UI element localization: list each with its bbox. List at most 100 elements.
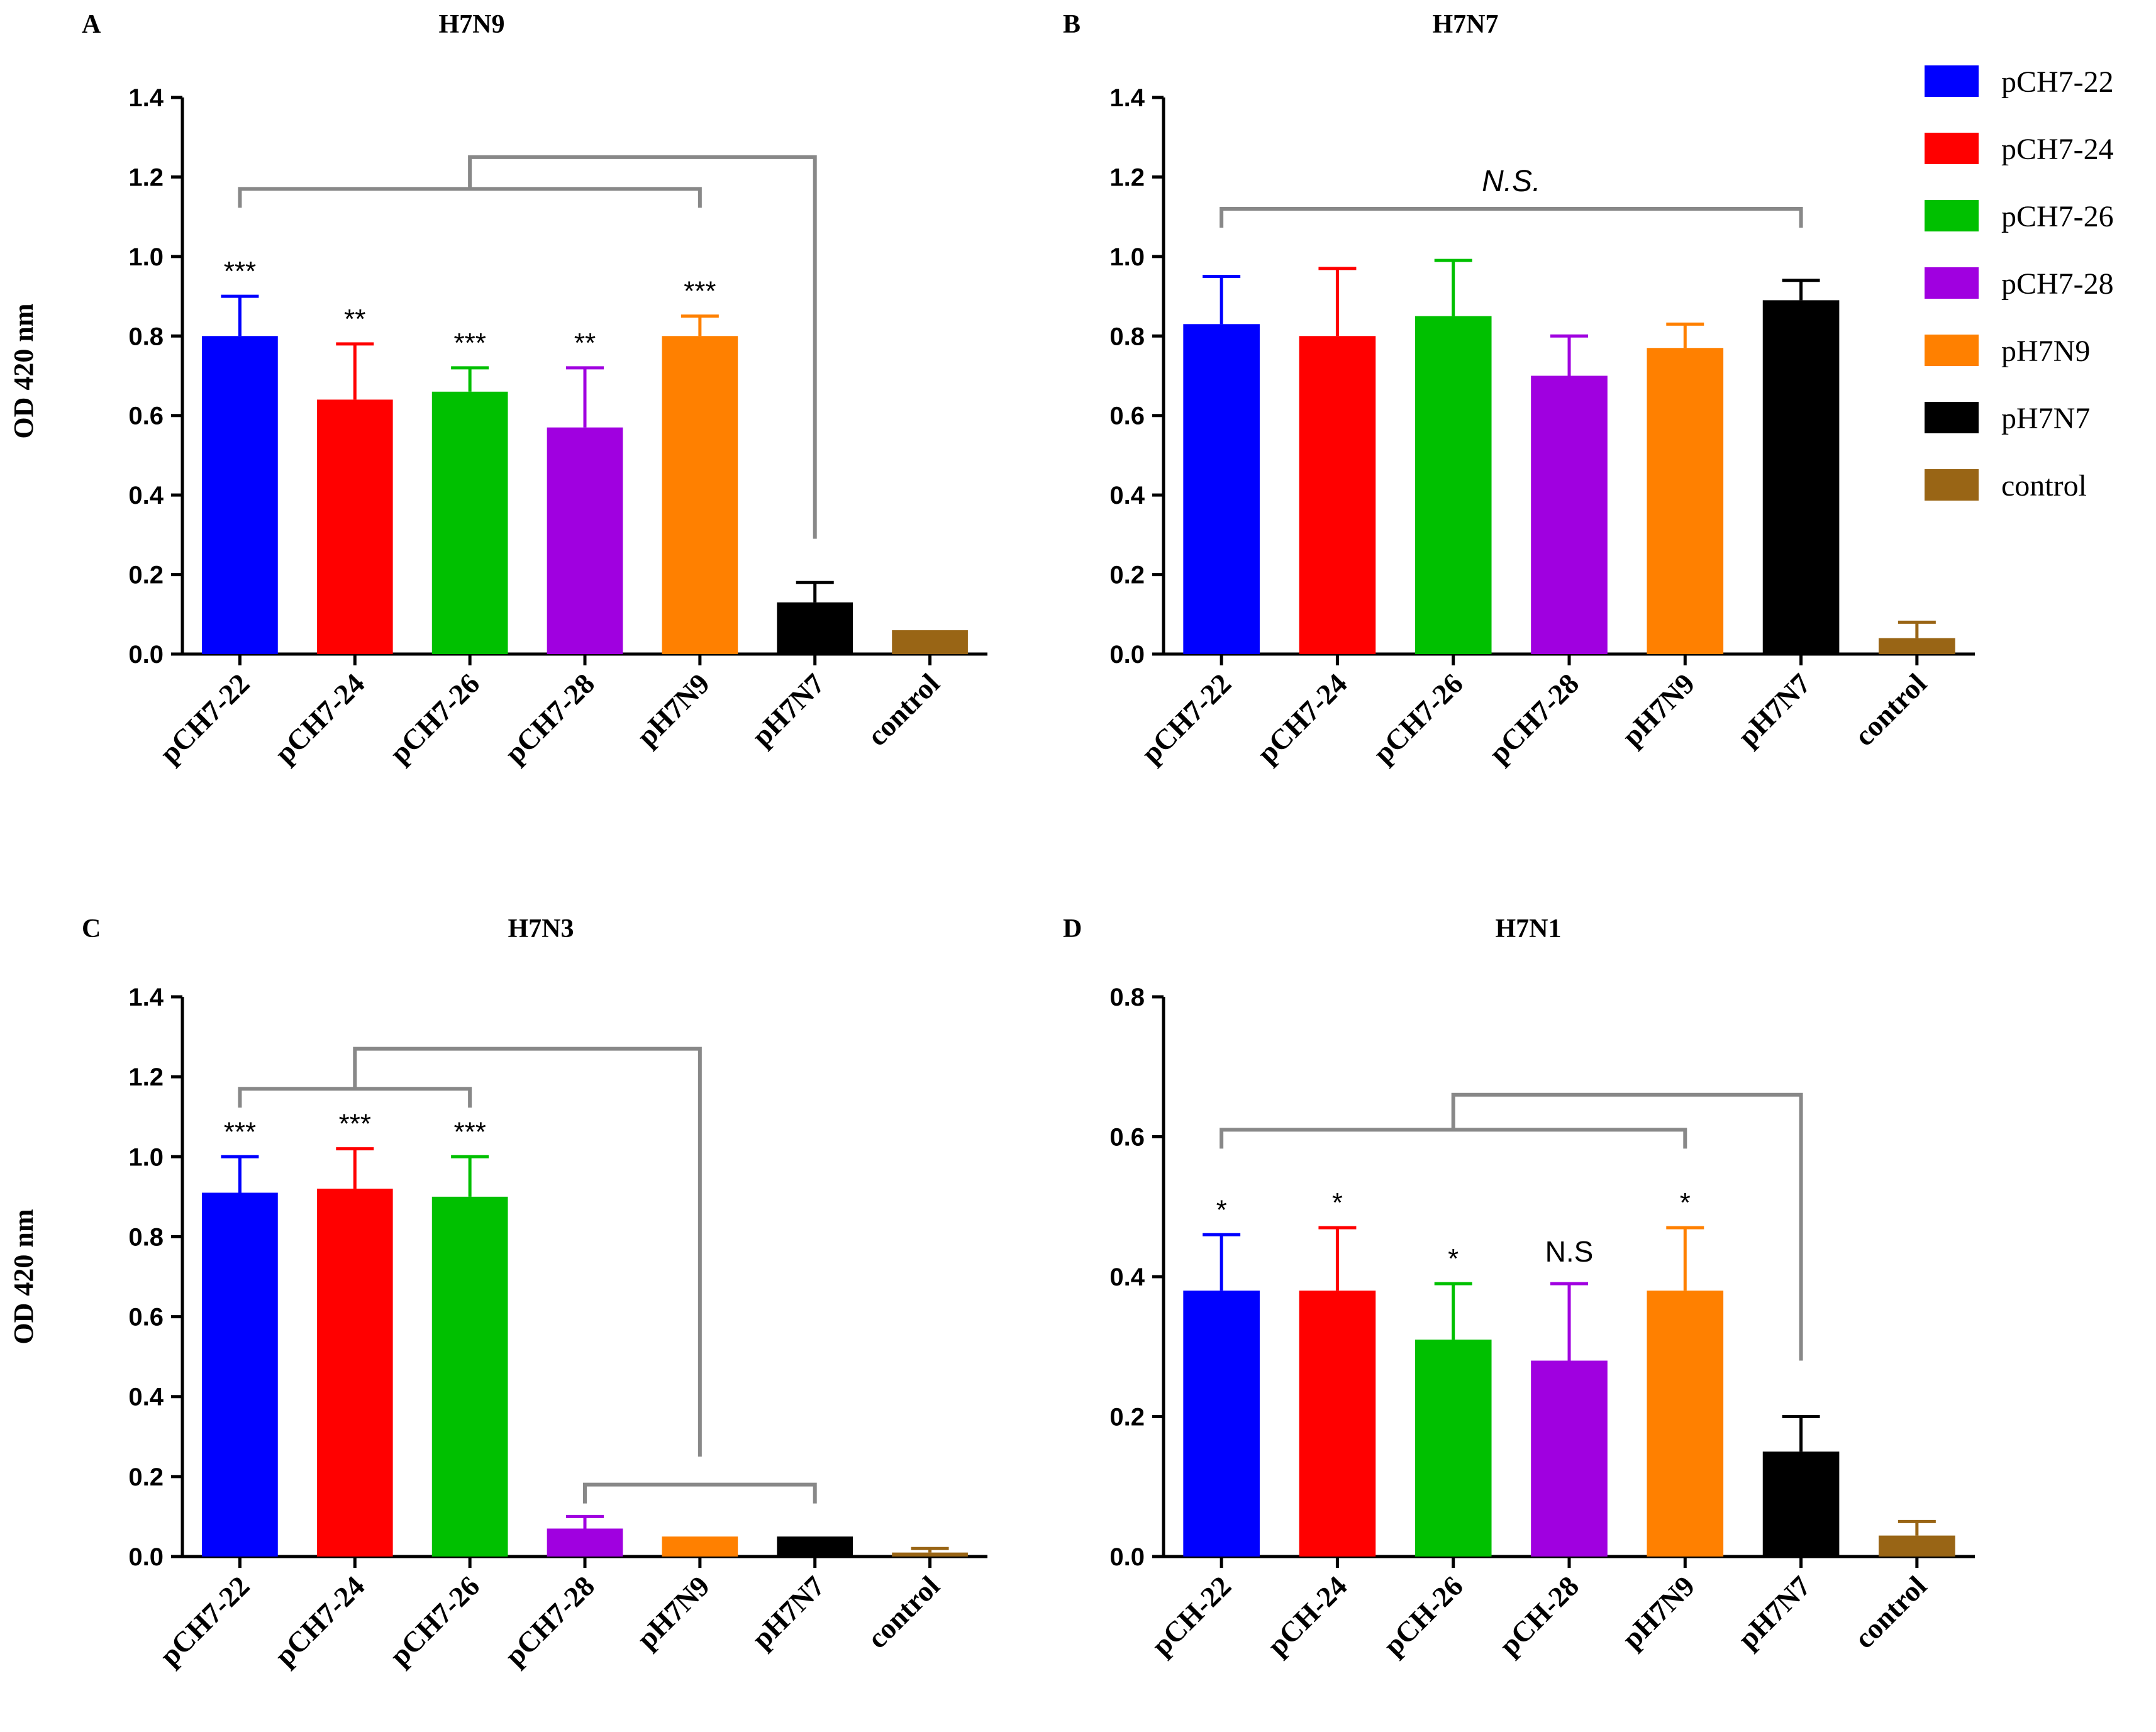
x-tick-label-d-2: pCH-26 [1377,1570,1469,1662]
x-tick-label-b-1: pCH7-24 [1251,667,1353,770]
bar-d-1 [1299,1291,1376,1557]
x-tick-label-d-0: pCH-22 [1145,1570,1237,1662]
bar-d-4 [1647,1291,1724,1557]
bar-c-3 [547,1528,623,1557]
y-tick-label-b: 0.6 [1109,402,1145,430]
legend: pCH7-22 pCH7-24 pCH7-26 pCH7-28 pH7N9 pH7N7 co… [1925,65,2114,502]
bracket-connector-a-1 [468,155,817,539]
panel-letter-d: D [1063,914,1082,943]
panel-title-d: H7N1 [1496,914,1562,943]
x-tick-label-b-0: pCH7-22 [1135,667,1238,770]
x-tick-label-c-6: control [861,1570,946,1655]
y-tick-label-c: 0.8 [128,1223,164,1251]
y-tick-label-b: 1.4 [1109,84,1145,112]
y-tick-label-c: 0.6 [128,1304,164,1331]
bar-c-1 [316,1189,393,1557]
y-tick-label-a: 0.0 [128,641,164,669]
bracket-c-2 [583,1482,817,1504]
significance-label-d-1: * [1332,1187,1343,1218]
x-tick-label-c-1: pCH7-24 [269,1570,371,1672]
panel-title-b: H7N7 [1433,10,1499,39]
y-tick-label-a: 1.2 [128,164,164,191]
bracket-c-0 [238,1087,472,1108]
x-tick-label-d-1: pCH-24 [1261,1570,1353,1662]
bar-d-5 [1762,1452,1840,1557]
y-tick-label-b: 0.2 [1109,562,1145,589]
x-tick-label-a-6: control [861,667,946,752]
legend-label-1: pCH7-24 [2001,133,2114,166]
x-tick-label-b-6: control [1848,667,1933,752]
y-tick-label-d: 0.6 [1109,1124,1145,1152]
y-tick-label-a: 0.6 [128,402,164,430]
panel-letter-c: C [82,914,101,943]
y-tick-label-d: 0.8 [1109,984,1145,1011]
legend-swatch-4 [1925,335,1979,366]
bar-c-5 [777,1536,853,1557]
bar-a-5 [777,602,853,654]
significance-label-c-0: *** [224,1116,256,1147]
significance-label-a-1: ** [344,304,365,335]
y-tick-label-b: 1.0 [1109,243,1145,271]
x-tick-label-d-6: control [1848,1570,1933,1655]
bar-b-5 [1762,300,1840,655]
y-tick-label-a: 0.4 [128,482,164,509]
panel-a: A H7N9 OD 420 nm 0.0 0.2 0.4 0.6 0.8 1.0 1.2 1.… [8,10,987,770]
x-tick-label-a-0: pCH7-22 [153,667,256,770]
x-tick-label-a-5: pH7N7 [745,667,830,752]
bar-c-6 [892,1552,968,1557]
y-tick-label-b: 1.2 [1109,164,1145,191]
y-tick-label-b: 0.4 [1109,482,1145,509]
legend-label-6: control [2001,469,2087,502]
legend-swatch-3 [1925,267,1979,299]
bar-d-0 [1183,1291,1260,1557]
y-tick-label-d: 0.4 [1109,1263,1145,1291]
bar-d-6 [1879,1535,1955,1557]
x-tick-label-d-3: pCH-28 [1493,1570,1585,1662]
significance-label-d-0: * [1216,1194,1227,1225]
legend-label-4: pH7N9 [2001,335,2090,368]
significance-label-a-2: *** [453,328,486,358]
bar-b-4 [1647,348,1724,654]
panel-title-a: H7N9 [439,10,505,39]
significance-label-d-4: * [1680,1187,1691,1218]
x-tick-label-c-0: pCH7-22 [153,1570,256,1672]
legend-label-2: pCH7-26 [2001,200,2114,233]
y-tick-label-c: 1.0 [128,1143,164,1171]
bracket-connector-c-1 [353,1046,702,1457]
significance-label-c-1: *** [339,1109,371,1140]
significance-label-d-2: * [1448,1243,1459,1274]
panel-letter-a: A [82,10,101,39]
bar-d-3 [1531,1360,1608,1557]
bar-b-6 [1879,638,1955,654]
y-tick-label-b: 0.8 [1109,323,1145,350]
bar-a-0 [202,336,278,654]
panel-d: D H7N1 0.0 0.2 0.4 0.6 0.8 pCH-22 * pCH-24 * pCH-… [1063,914,1975,1662]
y-axis-label-c: OD 420 nm [8,1209,39,1344]
x-tick-label-d-5: pH7N7 [1731,1570,1816,1655]
panel-c: C H7N3 OD 420 nm 0.0 0.2 0.4 0.6 0.8 1.0 1.2 1.… [8,914,987,1672]
bar-a-3 [547,427,623,654]
significance-label-c-2: *** [453,1116,486,1147]
x-tick-label-d-4: pH7N9 [1616,1570,1701,1655]
legend-swatch-1 [1925,133,1979,164]
bar-a-1 [316,399,393,654]
bar-c-2 [431,1196,508,1557]
x-tick-label-a-4: pH7N9 [630,667,715,752]
x-tick-label-a-1: pCH7-24 [269,667,371,770]
y-tick-label-d: 0.0 [1109,1543,1145,1571]
bracket-b-0 [1220,207,1803,228]
legend-swatch-5 [1925,402,1979,433]
bar-a-6 [892,630,968,654]
y-tick-label-a: 1.0 [128,243,164,271]
bar-a-2 [431,391,508,654]
x-tick-label-b-5: pH7N7 [1731,667,1816,752]
x-tick-label-b-2: pCH7-26 [1367,667,1469,770]
significance-label-a-3: ** [574,328,596,358]
legend-swatch-2 [1925,200,1979,231]
legend-label-3: pCH7-28 [2001,267,2114,301]
bar-c-4 [662,1536,738,1557]
bar-a-4 [662,336,738,654]
y-tick-label-a: 0.2 [128,562,164,589]
bar-c-0 [202,1192,278,1557]
